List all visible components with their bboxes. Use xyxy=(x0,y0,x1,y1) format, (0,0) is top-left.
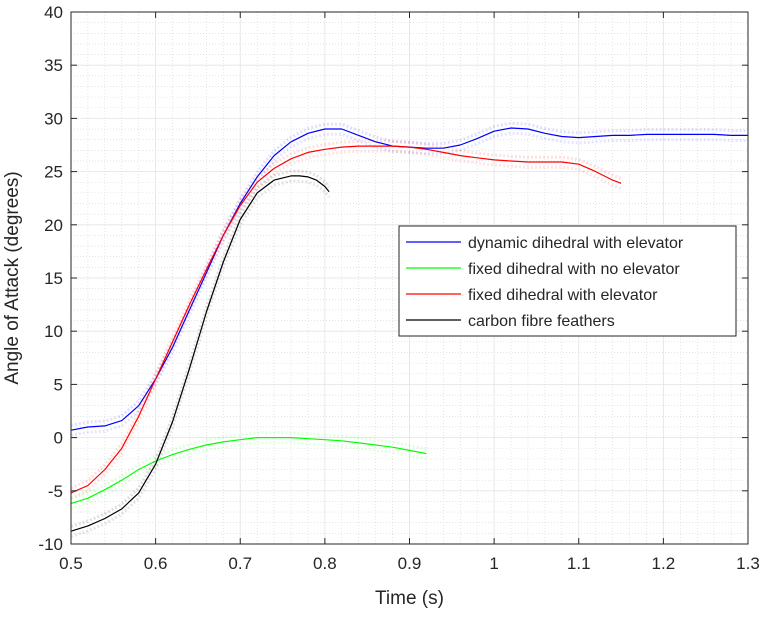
legend-box xyxy=(398,225,737,337)
x-tick-label: 1.1 xyxy=(567,554,591,573)
y-tick-label: -10 xyxy=(38,535,63,554)
axis-ticks: 0.5 0.6 0.7 0.8 0.9 1 1.1 1.2 1.3 -10 -5 0 5 10 15 20 25… xyxy=(38,3,759,573)
series-line-1 xyxy=(70,437,427,505)
series-shadow-trace xyxy=(70,441,427,511)
legend-entry-label: carbon fibre feathers xyxy=(468,313,615,330)
y-tick-label: 25 xyxy=(44,163,63,182)
y-tick-label: -5 xyxy=(48,482,63,501)
x-tick-label: 0.6 xyxy=(144,554,168,573)
y-tick-label: 35 xyxy=(44,56,63,75)
legend-entry-label: dynamic dihedral with elevator xyxy=(468,235,684,252)
y-tick-label: 5 xyxy=(54,375,63,394)
series-lines xyxy=(70,121,748,538)
y-tick-label: 20 xyxy=(44,216,63,235)
x-axis-label: Time (s) xyxy=(375,588,444,609)
legend-entry-label: fixed dihedral with no elevator xyxy=(468,261,680,278)
x-tick-label: 1 xyxy=(489,554,498,573)
x-tick-label: 1.3 xyxy=(736,554,760,573)
legend: dynamic dihedral with elevator fixed dihe… xyxy=(398,225,737,337)
series-shadow-trace xyxy=(70,169,331,528)
y-tick-label: 30 xyxy=(44,109,63,128)
x-tick-label: 0.7 xyxy=(228,554,252,573)
series-shadow-trace xyxy=(70,431,427,501)
series-shadow-trace xyxy=(70,131,748,437)
y-axis-label: Angle of Attack (degrees) xyxy=(2,171,23,384)
y-tick-label: 0 xyxy=(54,429,63,448)
series-shadow-trace xyxy=(70,139,622,490)
x-tick-label: 0.9 xyxy=(398,554,422,573)
y-tick-label: 40 xyxy=(44,3,63,22)
series-line-3 xyxy=(70,175,330,532)
x-tick-label: 1.2 xyxy=(652,554,676,573)
legend-entry-label: fixed dihedral with elevator xyxy=(468,287,658,304)
series-shadow-trace xyxy=(70,179,331,538)
series-shadow-trace xyxy=(70,149,622,500)
x-tick-label: 0.5 xyxy=(59,554,83,573)
y-tick-label: 15 xyxy=(44,269,63,288)
x-tick-label: 0.8 xyxy=(313,554,337,573)
y-tick-label: 10 xyxy=(44,322,63,341)
series-line-2 xyxy=(70,145,622,494)
